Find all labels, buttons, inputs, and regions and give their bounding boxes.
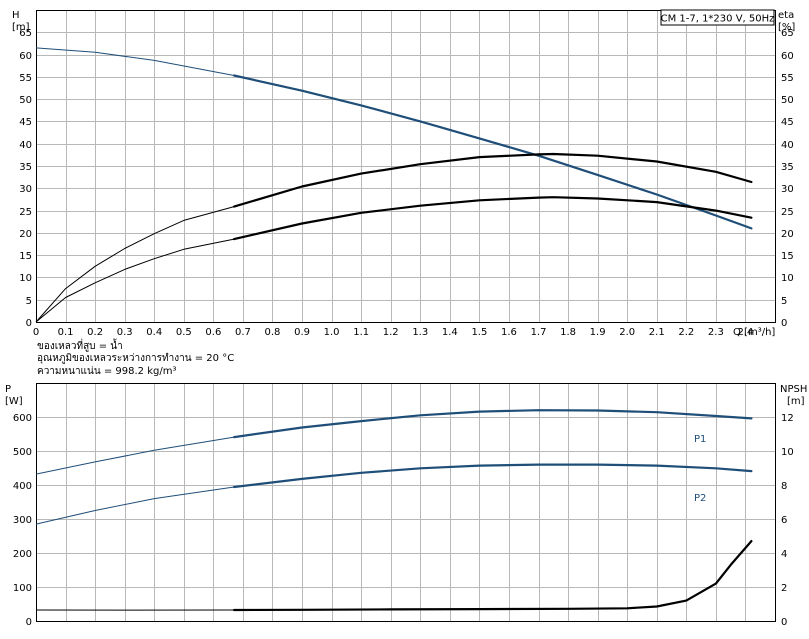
left-axis-tick-label: 400 xyxy=(13,481,32,492)
x-axis-tick-label: 1.6 xyxy=(501,327,517,338)
right-axis-tick-label: 5 xyxy=(781,296,787,307)
top-left-axis-unit: [m] xyxy=(12,22,30,33)
curve-eta-lower-full xyxy=(35,196,752,323)
plot-frame xyxy=(36,383,776,622)
x-axis-tick-label: 1.0 xyxy=(324,327,340,338)
x-axis-tick-label: 2.2 xyxy=(678,327,694,338)
x-axis-tick-label: 1.3 xyxy=(412,327,428,338)
right-axis-tick-label: 10 xyxy=(781,447,794,458)
curve-p2-full xyxy=(35,464,752,525)
x-axis-tick-label: 1.5 xyxy=(471,327,487,338)
bottom-right-axis-label: NPSH xyxy=(780,384,807,395)
left-axis-tick-label: 600 xyxy=(13,413,32,424)
left-axis-tick-label: 30 xyxy=(19,184,32,195)
right-axis-tick-label: 65 xyxy=(781,28,794,39)
bottom-left-axis-unit: [W] xyxy=(5,396,23,407)
x-axis-tick-label: 1.2 xyxy=(383,327,399,338)
curve-h-operating xyxy=(233,74,753,230)
title-box xyxy=(660,9,775,26)
x-axis-tick-label: 0.3 xyxy=(117,327,133,338)
x-axis-tick-label: 2.3 xyxy=(708,327,724,338)
top-left-axis-label: H xyxy=(12,10,20,21)
note-liquid: ของเหลวที่สูบ = น้ำ xyxy=(37,338,123,352)
right-axis-tick-label: 20 xyxy=(781,229,794,240)
left-axis-tick-label: 0 xyxy=(26,318,32,329)
note-density: ความหนาแน่น = 998.2 kg/m³ xyxy=(37,366,176,377)
left-axis-tick-label: 65 xyxy=(19,28,32,39)
right-axis-tick-label: 2 xyxy=(781,583,787,594)
left-axis-tick-label: 5 xyxy=(26,296,32,307)
left-axis-tick-label: 55 xyxy=(19,73,32,84)
left-axis-tick-label: 35 xyxy=(19,162,32,173)
x-axis-tick-label: 1.9 xyxy=(590,327,606,338)
right-axis-tick-label: 40 xyxy=(781,140,794,151)
curve-npsh-full xyxy=(35,540,752,611)
x-axis-tick-label: 0.5 xyxy=(176,327,192,338)
curve-eta-upper-full xyxy=(35,153,752,323)
x-axis-tick-label: 2.1 xyxy=(649,327,665,338)
chart-title: CM 1-7, 1*230 V, 50Hz xyxy=(661,14,775,25)
curve-eta-lower-operating xyxy=(233,196,753,241)
right-axis-tick-label: 25 xyxy=(781,207,794,218)
series-label-p1: P1 xyxy=(694,434,706,445)
left-axis-tick-label: 20 xyxy=(19,229,32,240)
left-axis-tick-label: 15 xyxy=(19,251,32,262)
right-axis-tick-label: 15 xyxy=(781,251,794,262)
left-axis-tick-label: 60 xyxy=(19,51,32,62)
right-axis-tick-label: 0 xyxy=(781,318,787,329)
left-axis-tick-label: 500 xyxy=(13,447,32,458)
x-axis-label: Q [m³/h] xyxy=(733,327,775,338)
x-axis-tick-label: 2.4 xyxy=(737,327,753,338)
left-axis-tick-label: 200 xyxy=(13,549,32,560)
right-axis-tick-label: 12 xyxy=(781,413,794,424)
top-right-axis-unit: [%] xyxy=(778,22,795,33)
series-label-p2: P2 xyxy=(694,493,706,504)
top-right-axis-label: eta xyxy=(778,10,794,21)
x-axis-tick-label: 1.8 xyxy=(560,327,576,338)
right-axis-tick-label: 50 xyxy=(781,95,794,106)
left-axis-tick-label: 300 xyxy=(13,515,32,526)
right-axis-tick-label: 0 xyxy=(781,617,787,628)
curve-p1-operating xyxy=(233,409,753,439)
bottom-right-axis-unit: [m] xyxy=(787,396,805,407)
x-axis-tick-label: 0.4 xyxy=(146,327,162,338)
note-temperature: อุณหภูมิของเหลวระหว่างการทำงาน = 20 °C xyxy=(37,353,234,364)
right-axis-tick-label: 10 xyxy=(781,273,794,284)
x-axis-tick-label: 0 xyxy=(33,327,39,338)
left-axis-tick-label: 10 xyxy=(19,273,32,284)
right-axis-tick-label: 55 xyxy=(781,73,794,84)
right-axis-tick-label: 45 xyxy=(781,117,794,128)
left-axis-tick-label: 25 xyxy=(19,207,32,218)
curve-eta-upper-operating xyxy=(233,152,753,208)
x-axis-tick-label: 0.2 xyxy=(87,327,103,338)
plot-frame xyxy=(36,10,776,323)
curve-npsh-operating xyxy=(233,540,753,612)
right-axis-tick-label: 60 xyxy=(781,51,794,62)
x-axis-tick-label: 1.1 xyxy=(353,327,369,338)
left-axis-tick-label: 40 xyxy=(19,140,32,151)
x-axis-tick-label: 0.8 xyxy=(265,327,281,338)
x-axis-tick-label: 1.4 xyxy=(442,327,458,338)
right-axis-tick-label: 30 xyxy=(781,184,794,195)
bottom-left-axis-label: P xyxy=(5,384,11,395)
right-axis-tick-label: 4 xyxy=(781,549,787,560)
x-axis-tick-label: 0.1 xyxy=(58,327,74,338)
x-axis-tick-label: 1.7 xyxy=(531,327,547,338)
x-axis-tick-label: 0.6 xyxy=(205,327,221,338)
left-axis-tick-label: 0 xyxy=(26,617,32,628)
left-axis-tick-label: 45 xyxy=(19,117,32,128)
left-axis-tick-label: 100 xyxy=(13,583,32,594)
right-axis-tick-label: 8 xyxy=(781,481,787,492)
right-axis-tick-label: 6 xyxy=(781,515,787,526)
right-axis-tick-label: 35 xyxy=(781,162,794,173)
x-axis-tick-label: 0.7 xyxy=(235,327,251,338)
x-axis-tick-label: 0.9 xyxy=(294,327,310,338)
left-axis-tick-label: 50 xyxy=(19,95,32,106)
x-axis-tick-label: 2.0 xyxy=(619,327,635,338)
curve-p2-operating xyxy=(233,463,753,489)
